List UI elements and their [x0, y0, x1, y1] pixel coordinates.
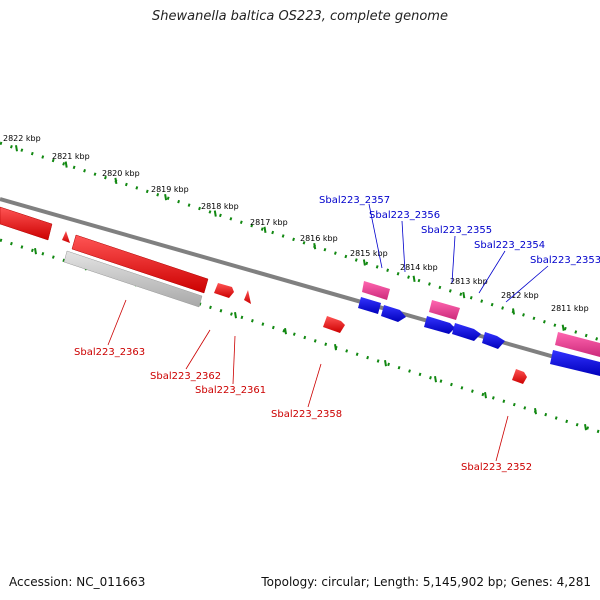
reverse-gene-labels: Sbal223_2363 Sbal223_2362 Sbal223_2361 S… — [74, 347, 532, 473]
major-tick — [234, 312, 237, 319]
gene-sbal223-2354[interactable] — [452, 323, 481, 341]
forward-leader-lines — [368, 203, 549, 303]
gene-sbal223-2363-arrowhead[interactable] — [62, 231, 70, 243]
major-tick — [313, 242, 317, 250]
scale-label: 2815 kbp — [350, 249, 388, 258]
gene-label[interactable]: Sbal223_2361 — [195, 385, 266, 396]
scale-label: 2820 kbp — [102, 169, 140, 178]
gene-sbal223-2355-b[interactable] — [424, 316, 455, 334]
scale-label: 2822 kbp — [3, 134, 41, 143]
major-tick — [213, 210, 217, 217]
gene-label[interactable]: Sbal223_2355 — [421, 225, 492, 236]
major-tick — [334, 344, 337, 351]
major-tick — [15, 145, 18, 152]
major-tick — [434, 376, 437, 383]
major-tick — [64, 161, 68, 168]
genome-backbone — [0, 197, 600, 372]
major-tick — [512, 308, 515, 315]
scale-label: 2812 kbp — [501, 291, 539, 300]
major-tick — [484, 392, 487, 399]
gene-sbal223-2353[interactable] — [555, 332, 600, 357]
scale-label: 2816 kbp — [300, 234, 338, 243]
gene-sbal223-2357[interactable] — [362, 281, 390, 300]
gene-label[interactable]: Sbal223_2356 — [369, 210, 440, 221]
gene-label[interactable]: Sbal223_2353 — [530, 255, 600, 266]
gene-sbal223-2358[interactable] — [323, 316, 345, 333]
major-tick — [362, 259, 366, 266]
scale-label: 2821 kbp — [52, 152, 90, 161]
gene-label[interactable]: Sbal223_2352 — [461, 462, 532, 473]
gene-label[interactable]: Sbal223_2354 — [474, 240, 545, 251]
gene-label[interactable]: Sbal223_2363 — [74, 347, 145, 358]
scale-label: 2818 kbp — [201, 202, 239, 211]
gene-sbal223-2352[interactable] — [512, 369, 527, 384]
gene-label[interactable]: Sbal223_2357 — [319, 195, 390, 206]
major-tick — [114, 177, 118, 185]
scale-labels: 2822 kbp 2821 kbp 2820 kbp 2819 kbp 2818… — [3, 134, 589, 313]
major-tick — [34, 248, 37, 255]
accession-text: Accession: NC_011663 — [9, 575, 146, 589]
gene-sbal223-2354-b[interactable] — [482, 332, 505, 349]
gene-label[interactable]: Sbal223_2362 — [150, 371, 221, 382]
gene-sbal223-2362[interactable] — [214, 283, 234, 298]
major-tick — [284, 328, 287, 335]
scale-label: 2813 kbp — [450, 277, 488, 286]
scale-label: 2814 kbp — [400, 263, 438, 272]
genome-summary-text: Topology: circular; Length: 5,145,902 bp… — [261, 575, 591, 589]
major-tick — [561, 324, 565, 331]
reverse-leader-lines — [107, 299, 509, 462]
scale-label: 2819 kbp — [151, 185, 189, 194]
major-ticks — [15, 145, 587, 431]
gene-sbal223-2355[interactable] — [429, 300, 460, 320]
major-tick — [534, 408, 537, 415]
gene-sbal223-2353-b[interactable] — [550, 350, 600, 376]
map-title: Shewanella baltica OS223, complete genom… — [152, 9, 448, 24]
gene-label[interactable]: Sbal223_2358 — [271, 409, 342, 420]
scale-label: 2817 kbp — [250, 218, 288, 227]
reverse-strand-genes — [0, 206, 527, 384]
gene-sbal223-2363[interactable] — [0, 206, 53, 241]
gene-sbal223-2356[interactable] — [358, 297, 381, 314]
pseudogene-bar[interactable] — [63, 250, 203, 308]
major-tick — [263, 226, 267, 234]
major-tick — [462, 291, 466, 299]
gene-sbal223-2356-b[interactable] — [381, 305, 406, 322]
scale-label: 2811 kbp — [551, 304, 589, 313]
gene-sbal223-2362-large[interactable] — [71, 234, 209, 294]
major-tick — [584, 424, 587, 431]
gene-sbal223-2361[interactable] — [244, 290, 251, 304]
major-tick — [384, 360, 387, 367]
major-tick — [164, 194, 168, 201]
major-tick — [412, 275, 416, 282]
forward-strand-genes — [358, 281, 600, 376]
forward-gene-labels: Sbal223_2357 Sbal223_2356 Sbal223_2355 S… — [319, 195, 600, 266]
